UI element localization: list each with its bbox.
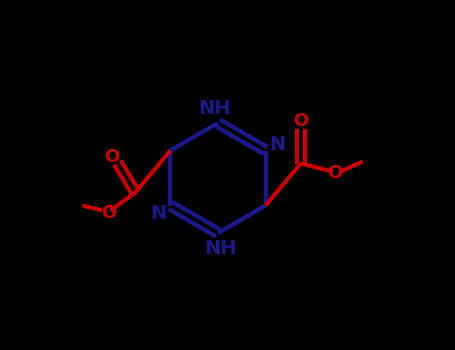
Text: NH: NH — [199, 99, 231, 119]
Text: O: O — [104, 147, 119, 166]
Text: O: O — [101, 203, 116, 222]
Text: O: O — [293, 112, 308, 130]
Text: O: O — [327, 164, 342, 182]
Text: N: N — [150, 204, 167, 223]
Text: NH: NH — [205, 239, 237, 259]
Text: N: N — [269, 135, 286, 154]
